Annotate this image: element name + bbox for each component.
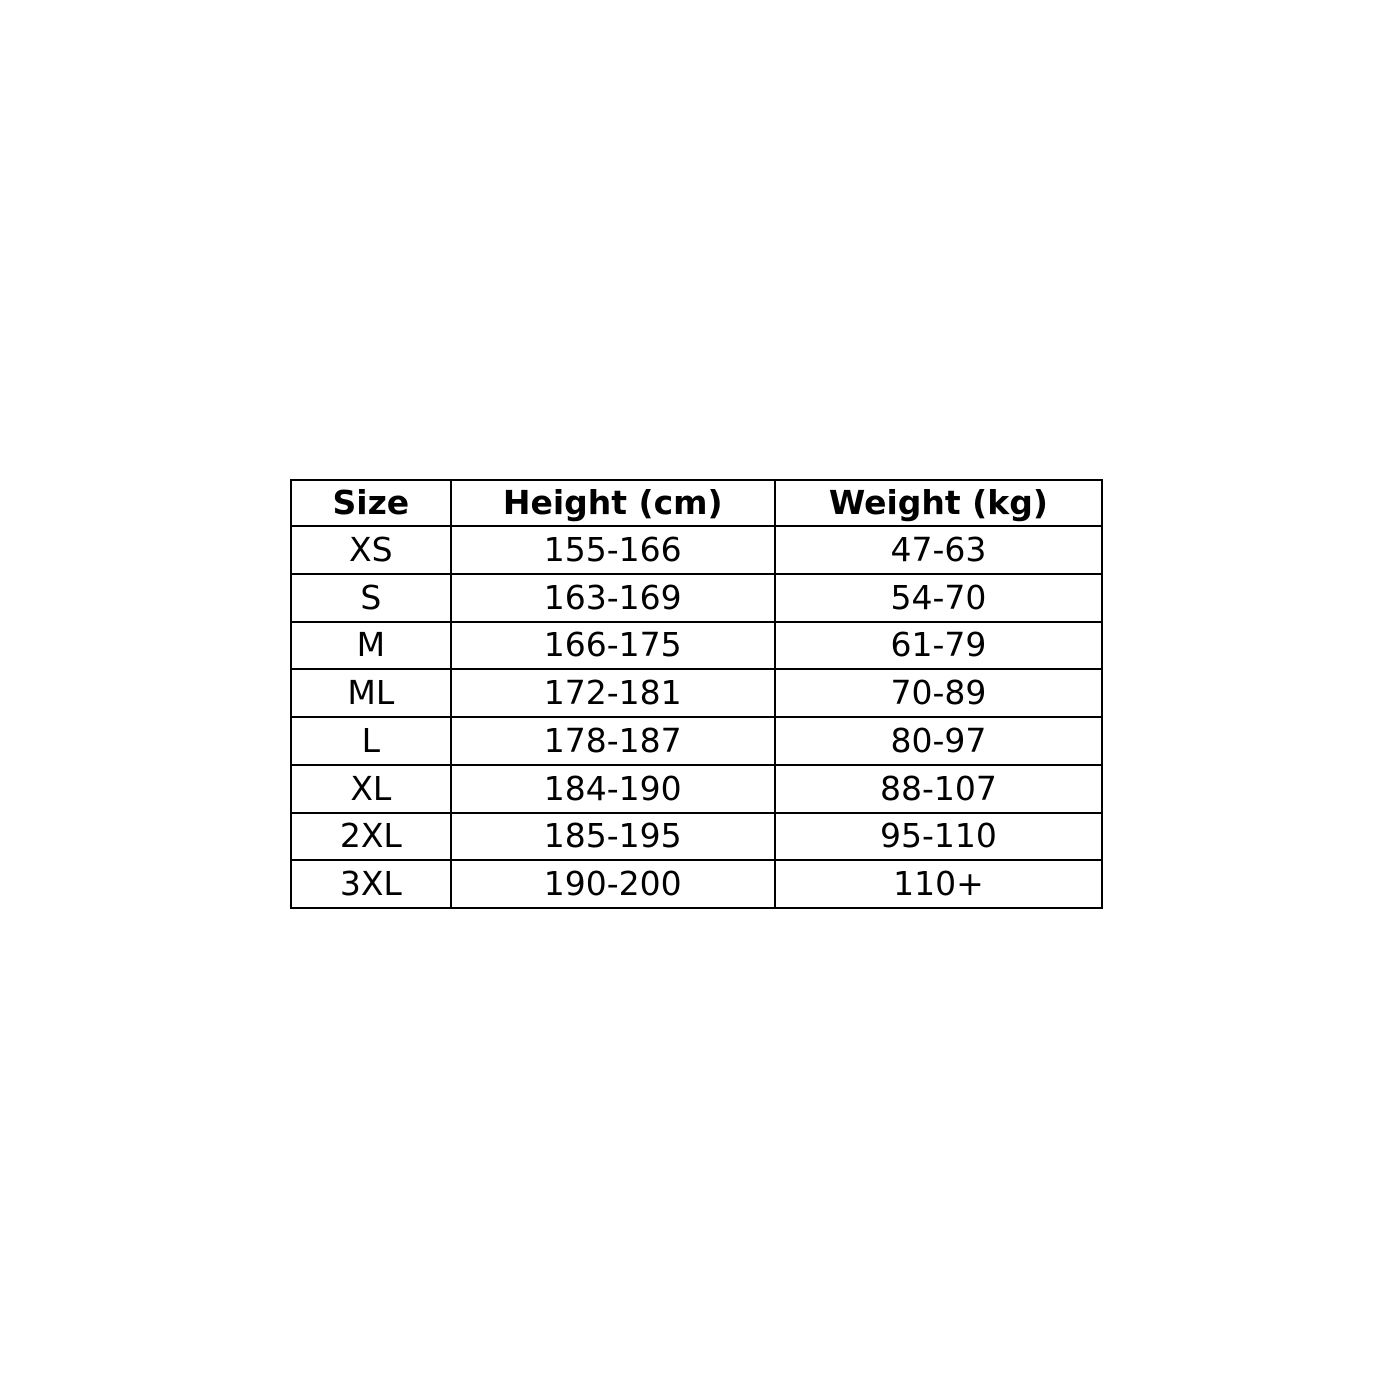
header-height: Height (cm) bbox=[449, 479, 776, 527]
cell-weight: 54-70 bbox=[773, 572, 1104, 623]
cell-height: 166-175 bbox=[449, 620, 776, 671]
cell-size: S bbox=[290, 572, 452, 623]
cell-height: 155-166 bbox=[449, 525, 776, 575]
cell-weight: 70-89 bbox=[773, 668, 1104, 718]
table-row: M 166-175 61-79 bbox=[290, 620, 1104, 671]
cell-height: 172-181 bbox=[449, 668, 776, 718]
table-row: S 163-169 54-70 bbox=[290, 572, 1104, 623]
size-chart-table: Size Height (cm) Weight (kg) XS 155-166 47… bbox=[290, 479, 1104, 909]
table-row: XS 155-166 47-63 bbox=[290, 525, 1104, 575]
header-weight: Weight (kg) bbox=[773, 479, 1104, 527]
cell-weight: 80-97 bbox=[773, 716, 1104, 766]
cell-weight: 110+ bbox=[773, 859, 1104, 909]
table-row: L 178-187 80-97 bbox=[290, 716, 1104, 766]
table-row: 2XL 185-195 95-110 bbox=[290, 811, 1104, 862]
cell-height: 185-195 bbox=[449, 811, 776, 862]
cell-size: XS bbox=[290, 525, 452, 575]
cell-height: 190-200 bbox=[449, 859, 776, 909]
cell-height: 163-169 bbox=[449, 572, 776, 623]
table-row: ML 172-181 70-89 bbox=[290, 668, 1104, 718]
cell-height: 178-187 bbox=[449, 716, 776, 766]
cell-height: 184-190 bbox=[449, 763, 776, 814]
cell-size: M bbox=[290, 620, 452, 671]
cell-weight: 61-79 bbox=[773, 620, 1104, 671]
table-row: 3XL 190-200 110+ bbox=[290, 859, 1104, 909]
cell-size: 3XL bbox=[290, 859, 452, 909]
cell-size: ML bbox=[290, 668, 452, 718]
header-size: Size bbox=[290, 479, 452, 527]
header-row: Size Height (cm) Weight (kg) bbox=[290, 479, 1104, 527]
table-row: XL 184-190 88-107 bbox=[290, 763, 1104, 814]
cell-size: L bbox=[290, 716, 452, 766]
cell-size: 2XL bbox=[290, 811, 452, 862]
cell-weight: 88-107 bbox=[773, 763, 1104, 814]
cell-size: XL bbox=[290, 763, 452, 814]
cell-weight: 47-63 bbox=[773, 525, 1104, 575]
cell-weight: 95-110 bbox=[773, 811, 1104, 862]
